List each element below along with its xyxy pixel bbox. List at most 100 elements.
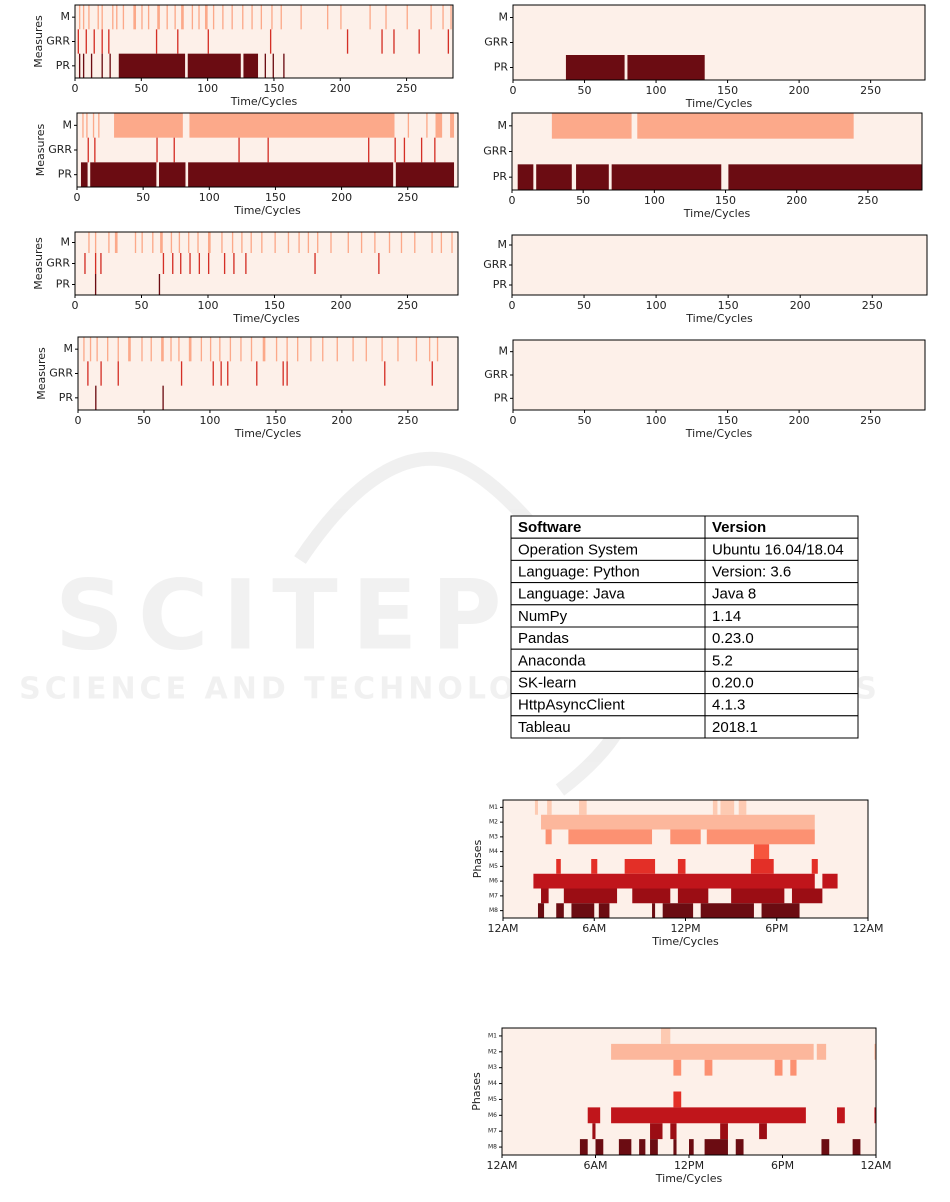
segment [200, 337, 203, 362]
segment [568, 829, 653, 845]
x-tick-label: 250 [857, 194, 878, 207]
segment [188, 232, 190, 253]
y-tick-label: PR [59, 391, 74, 404]
x-axis-label: Time/Cycles [230, 95, 298, 108]
segment [177, 29, 179, 54]
x-tick-label: 250 [860, 84, 881, 97]
segment [189, 113, 395, 138]
segment [403, 137, 406, 163]
table-cell: Java 8 [712, 586, 756, 603]
y-tick-label: GRR [49, 367, 73, 380]
segment [388, 232, 391, 253]
y-tick-label: PR [56, 278, 71, 291]
segment [670, 1123, 677, 1140]
segment [360, 232, 363, 253]
y-tick-label: PR [494, 61, 509, 74]
x-tick-label: 0 [72, 299, 79, 312]
x-tick-label: 200 [331, 414, 352, 427]
x-tick-label: 12AM [487, 922, 518, 935]
segment [172, 253, 174, 274]
x-tick-label: 200 [786, 194, 807, 207]
segment [157, 5, 160, 30]
segment [706, 829, 815, 845]
segment [576, 164, 609, 190]
segment [624, 859, 656, 874]
segment [406, 5, 408, 30]
segment [198, 5, 200, 30]
x-tick-label: 150 [265, 191, 286, 204]
segment [231, 232, 234, 253]
x-tick-label: 100 [199, 191, 220, 204]
segment [579, 800, 587, 815]
segment [251, 5, 253, 30]
segment [134, 232, 137, 253]
plot-frame [512, 4, 926, 81]
segment [704, 1139, 728, 1155]
segment [181, 5, 184, 30]
x-tick-label: 200 [789, 84, 810, 97]
segment [261, 232, 263, 253]
x-tick-label: 50 [578, 414, 592, 427]
x-tick-label: 100 [646, 299, 667, 312]
plot-background [512, 235, 927, 295]
segment [750, 859, 774, 874]
table-cell: Language: Python [518, 563, 640, 580]
segment [340, 5, 342, 30]
chart: M1 M2 M3 M4 M5 M6 M7 M8 12AM 6AM 12PM 6PM 12AM Time/C… [471, 799, 884, 948]
segment [791, 888, 823, 904]
segment [109, 53, 111, 78]
segment [229, 337, 232, 362]
segment [100, 253, 102, 274]
segment [275, 337, 278, 362]
segment [220, 361, 222, 386]
segment [418, 29, 420, 54]
segment [450, 5, 452, 30]
segment [790, 1059, 797, 1076]
segment [147, 5, 150, 30]
x-tick-label: 150 [265, 414, 286, 427]
segment [435, 113, 443, 138]
plot-frame [511, 112, 923, 191]
y-axis-label: Measures [32, 15, 45, 68]
segment [90, 162, 157, 187]
x-tick-label: 50 [578, 84, 592, 97]
segment [116, 5, 118, 30]
segment [738, 800, 747, 815]
x-tick-label: 12PM [674, 1159, 704, 1172]
segment [117, 361, 119, 386]
segment [632, 888, 671, 904]
segment [541, 888, 549, 904]
segment [100, 361, 102, 386]
segment [90, 53, 93, 78]
segment [753, 844, 770, 859]
segment [821, 1139, 830, 1155]
table-cell: 5.2 [712, 652, 733, 669]
segment [385, 5, 387, 30]
segment [591, 859, 598, 874]
segment [565, 55, 625, 80]
y-tick-label: GRR [483, 145, 507, 158]
plot-frame [511, 234, 928, 296]
y-tick-label: GRR [483, 258, 507, 271]
x-tick-label: 6AM [582, 922, 606, 935]
x-tick-label: 0 [509, 194, 516, 207]
y-tick-label: GRR [46, 35, 70, 48]
segment [712, 800, 718, 815]
segment [212, 361, 214, 386]
segment [162, 385, 164, 410]
segment [188, 337, 192, 362]
x-tick-label: 150 [264, 299, 285, 312]
segment [556, 903, 564, 918]
segment [689, 1139, 694, 1155]
segment [95, 385, 97, 410]
y-tick-label: M2 [489, 819, 498, 826]
segment [627, 55, 705, 80]
segment [114, 232, 118, 253]
segment [256, 361, 258, 386]
y-tick-label: M4 [489, 848, 498, 855]
x-tick-label: 250 [396, 82, 417, 95]
x-tick-label: 250 [397, 299, 418, 312]
segment [150, 337, 152, 362]
segment [77, 29, 79, 54]
